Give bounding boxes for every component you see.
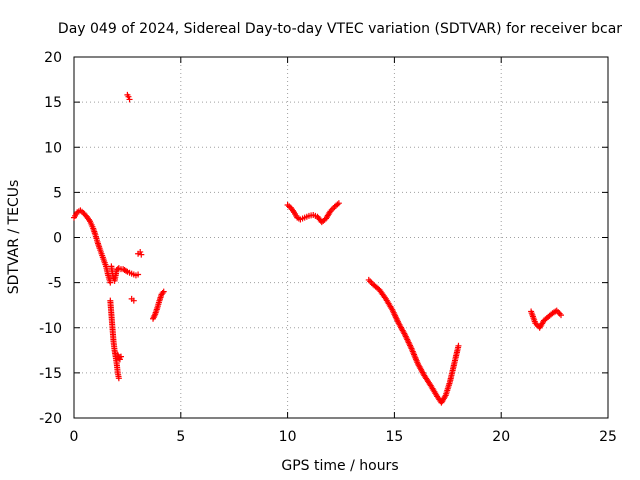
series-arc-6 — [124, 91, 133, 103]
data-point — [138, 251, 145, 258]
series-arc-5 — [114, 351, 124, 363]
y-tick-label: 20 — [44, 50, 62, 66]
y-tick-label: 0 — [53, 231, 62, 247]
data-points — [71, 91, 565, 406]
series-arc-1 — [71, 207, 114, 286]
y-tick-label: -15 — [39, 366, 62, 382]
data-point — [107, 279, 114, 286]
y-tick-label: 10 — [44, 140, 62, 156]
data-point — [116, 356, 123, 363]
data-point — [160, 288, 167, 295]
series-arc-8 — [135, 248, 145, 258]
series-arc-3 — [120, 266, 142, 279]
axis-ticks: 0 5 10 15 20 25 -20 -15 -10 -5 0 5 10 15 20 — [39, 50, 617, 445]
x-tick-label: 25 — [599, 429, 617, 445]
data-point — [558, 312, 565, 319]
x-tick-label: 10 — [279, 429, 297, 445]
y-tick-label: -20 — [39, 411, 62, 427]
data-point — [159, 290, 166, 297]
series-arc-12 — [528, 307, 565, 331]
series-arc-11 — [365, 276, 462, 406]
x-tick-label: 15 — [385, 429, 403, 445]
data-point — [115, 375, 122, 382]
x-tick-label: 20 — [492, 429, 510, 445]
data-point — [130, 297, 137, 304]
data-point — [137, 248, 144, 255]
series-arc-9 — [150, 288, 167, 322]
y-tick-label: -10 — [39, 321, 62, 337]
series-arc-7 — [128, 295, 137, 304]
grid-lines — [74, 57, 608, 418]
x-tick-label: 5 — [176, 429, 185, 445]
data-point — [455, 342, 462, 349]
data-point — [335, 200, 342, 207]
series-arc-4 — [107, 297, 122, 382]
data-point — [126, 96, 133, 103]
data-point — [117, 353, 124, 360]
y-tick-label: 15 — [44, 95, 62, 111]
x-axis-label: GPS time / hours — [281, 458, 398, 474]
y-tick-label: 5 — [53, 185, 62, 201]
data-point — [135, 271, 142, 278]
y-tick-label: -5 — [48, 276, 62, 292]
x-tick-label: 0 — [70, 429, 79, 445]
series-arc-10 — [284, 200, 342, 226]
chart-title: Day 049 of 2024, Sidereal Day-to-day VTE… — [58, 21, 622, 37]
y-axis-label: SDTVAR / TECUs — [6, 180, 22, 295]
data-point — [125, 93, 132, 100]
